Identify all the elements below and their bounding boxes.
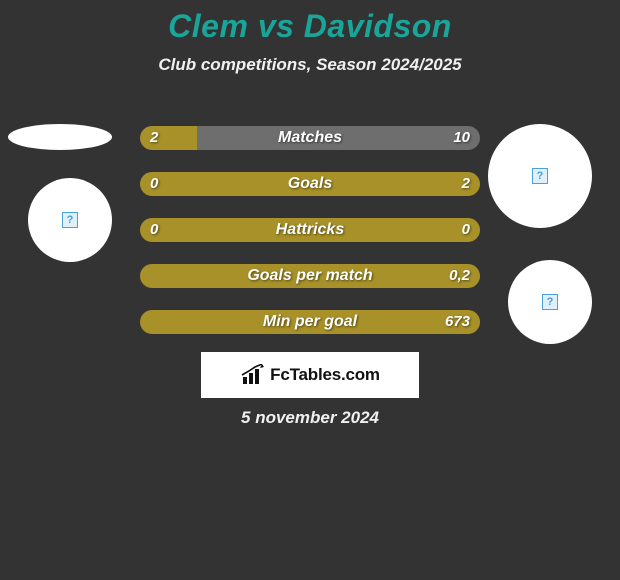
date: 5 november 2024 <box>0 408 620 428</box>
player1-shadow-ellipse <box>8 124 112 150</box>
logo: FcTables.com <box>240 364 380 386</box>
logo-box: FcTables.com <box>201 352 419 398</box>
placeholder-image-icon <box>62 212 78 228</box>
placeholder-image-icon <box>542 294 558 310</box>
bar-row: 02Goals <box>140 172 480 196</box>
bar-label: Goals per match <box>140 264 480 288</box>
bar-label: Matches <box>140 126 480 150</box>
bar-row: 0,2Goals per match <box>140 264 480 288</box>
bars-chart-icon <box>240 364 266 386</box>
title-player2: Davidson <box>304 8 452 44</box>
comparison-bars: 210Matches 02Goals 00Hattricks 0,2Goals per… <box>140 126 480 356</box>
logo-text: FcTables.com <box>270 365 380 385</box>
player1-avatar <box>28 178 112 262</box>
bar-label: Hattricks <box>140 218 480 242</box>
page-title: Clem vs Davidson <box>0 0 620 45</box>
placeholder-image-icon <box>532 168 548 184</box>
subtitle: Club competitions, Season 2024/2025 <box>0 55 620 75</box>
title-vs: vs <box>258 8 295 44</box>
bar-label: Min per goal <box>140 310 480 334</box>
bar-row: 210Matches <box>140 126 480 150</box>
bar-row: 673Min per goal <box>140 310 480 334</box>
bar-label: Goals <box>140 172 480 196</box>
title-player1: Clem <box>168 8 248 44</box>
player2-avatar-1 <box>488 124 592 228</box>
player2-avatar-2 <box>508 260 592 344</box>
bar-row: 00Hattricks <box>140 218 480 242</box>
